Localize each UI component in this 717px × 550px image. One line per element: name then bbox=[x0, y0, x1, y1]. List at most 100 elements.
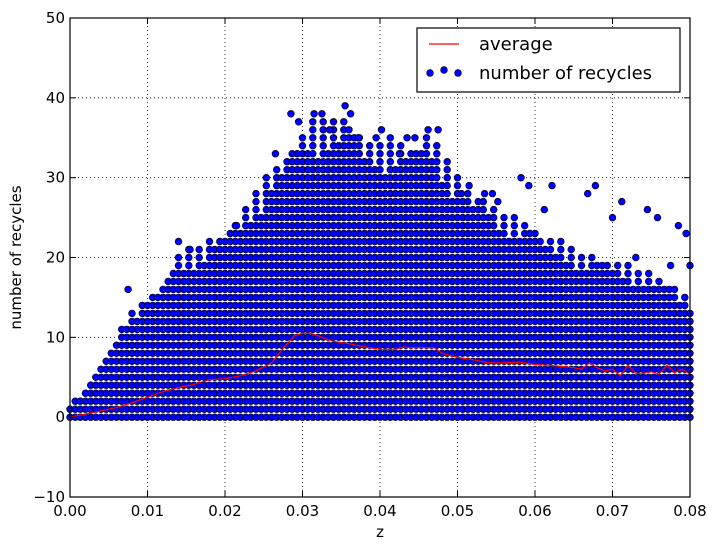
y-tick-label: 50 bbox=[46, 9, 65, 27]
scatter-point bbox=[298, 142, 307, 150]
scatter-point bbox=[377, 126, 386, 134]
scatter-point bbox=[674, 221, 683, 230]
scatter-point bbox=[309, 150, 317, 158]
scatter-point bbox=[319, 126, 327, 134]
scatter-point bbox=[341, 102, 349, 110]
x-tick-label: 0.07 bbox=[596, 502, 629, 520]
scatter-point bbox=[128, 309, 136, 318]
scatter-point bbox=[577, 253, 586, 262]
average-series bbox=[69, 332, 691, 418]
x-tick-label: 0.01 bbox=[131, 502, 164, 520]
scatter-point bbox=[632, 253, 640, 262]
scatter-point bbox=[655, 277, 663, 286]
scatter-point bbox=[443, 158, 451, 166]
scatter-point bbox=[588, 253, 596, 262]
axis-ticks bbox=[69, 17, 691, 498]
scatter-point bbox=[395, 150, 404, 158]
scatter-point bbox=[346, 110, 355, 118]
legend-label-number-of-recycles: number of recycles bbox=[479, 63, 652, 84]
scatter-point bbox=[490, 205, 498, 214]
scatter-point bbox=[386, 134, 394, 142]
scatter-point bbox=[583, 189, 592, 198]
scatter-point bbox=[453, 181, 462, 190]
scatter-point bbox=[670, 285, 679, 294]
scatter-point bbox=[548, 181, 556, 190]
legend-marker-dot bbox=[440, 66, 448, 74]
y-tick-label: 10 bbox=[46, 328, 65, 346]
scatter-point bbox=[433, 166, 441, 174]
scatter-point bbox=[510, 213, 518, 222]
x-tick-label: 0.08 bbox=[673, 502, 706, 520]
scatter-point bbox=[624, 277, 632, 286]
average-line bbox=[69, 332, 691, 418]
scatter-point bbox=[490, 213, 498, 222]
scatter-point bbox=[252, 189, 260, 198]
scatter-point bbox=[434, 126, 442, 134]
scatter-point bbox=[376, 158, 384, 166]
scatter-point bbox=[457, 189, 466, 198]
tick-labels: 0.00 0.01 0.02 0.03 0.04 0.05 0.06 0.07 0.08 −10 0… bbox=[33, 9, 706, 520]
scatter-point bbox=[340, 118, 348, 126]
scatter-point bbox=[488, 189, 497, 198]
x-tick-label: 0.02 bbox=[208, 502, 241, 520]
scatter-point bbox=[540, 205, 548, 214]
scatter-point bbox=[634, 277, 642, 286]
scatter-point bbox=[174, 237, 183, 246]
scatter-point bbox=[494, 197, 502, 206]
scatter-point bbox=[329, 118, 338, 126]
scatter-point bbox=[653, 213, 662, 222]
scatter-point bbox=[252, 205, 260, 214]
scatter-point bbox=[624, 261, 632, 270]
scatter-point bbox=[557, 237, 565, 246]
scatter-point bbox=[608, 213, 617, 222]
scatter-point bbox=[271, 150, 280, 158]
scatter-point bbox=[185, 253, 193, 262]
scatter-point bbox=[681, 293, 689, 302]
scatter-point bbox=[464, 197, 472, 206]
scatter-point bbox=[603, 261, 611, 270]
legend-marker-dot bbox=[426, 69, 434, 77]
scatter-point bbox=[345, 126, 353, 134]
y-tick-label: 40 bbox=[46, 89, 65, 107]
scatter-point bbox=[666, 261, 675, 270]
scatter-point bbox=[682, 229, 690, 238]
legend-marker-dot bbox=[454, 69, 462, 77]
scatter-point bbox=[366, 142, 374, 150]
scatter-point bbox=[567, 253, 575, 262]
scatter-point bbox=[366, 158, 374, 166]
scatter-point bbox=[520, 221, 529, 230]
scatter-point bbox=[490, 221, 498, 230]
scatter-point bbox=[577, 261, 586, 270]
x-axis-title: z bbox=[376, 523, 384, 541]
scatter-point bbox=[411, 134, 419, 142]
scatter-point bbox=[376, 166, 384, 174]
scatter-point bbox=[366, 150, 374, 158]
scatter-point bbox=[124, 285, 132, 294]
scatter-point bbox=[298, 134, 307, 142]
scatter-point bbox=[329, 134, 338, 142]
y-tick-label: 20 bbox=[46, 249, 65, 267]
scatter-point bbox=[424, 126, 432, 134]
scatter-point bbox=[644, 277, 653, 286]
scatter-point bbox=[232, 221, 241, 230]
scatter-point bbox=[624, 269, 632, 278]
scatter-point bbox=[433, 174, 441, 182]
scatter-point bbox=[557, 253, 565, 262]
scatter-point bbox=[386, 150, 394, 158]
scatter-point bbox=[510, 229, 518, 238]
scatter-point bbox=[195, 245, 203, 254]
scatter-point bbox=[354, 134, 362, 142]
x-tick-label: 0.06 bbox=[518, 502, 551, 520]
scatter-point bbox=[242, 205, 250, 214]
scatter-point bbox=[185, 261, 193, 270]
scatter-point bbox=[205, 237, 214, 246]
scatter-point bbox=[287, 110, 295, 118]
scatter-point bbox=[262, 174, 270, 182]
scatter-point bbox=[242, 213, 250, 222]
scatter-point bbox=[252, 197, 260, 206]
scatter-point bbox=[433, 150, 441, 158]
scatter-point bbox=[500, 213, 508, 222]
scatter-point bbox=[546, 237, 555, 246]
scatter-point bbox=[525, 181, 533, 190]
